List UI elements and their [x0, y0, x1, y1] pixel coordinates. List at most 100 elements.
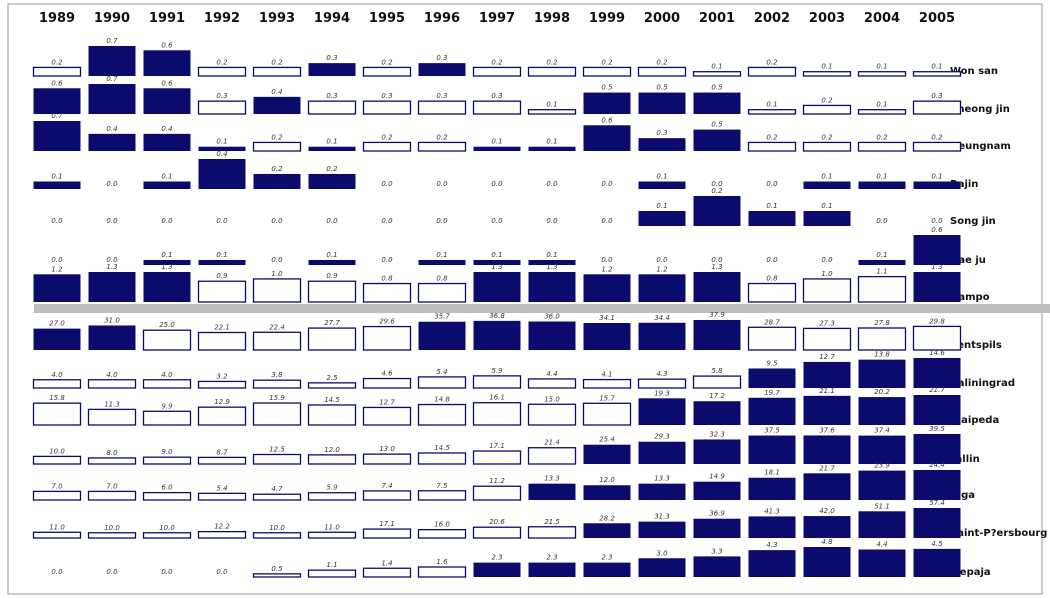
- bar: [197, 530, 247, 539]
- bar: [418, 321, 466, 350]
- value-label: 19.3: [654, 389, 670, 397]
- value-label: 0.1: [326, 251, 337, 259]
- value-label: 0.4: [271, 88, 282, 96]
- bar: [748, 397, 796, 425]
- value-label: 0.0: [601, 256, 613, 264]
- bar: [638, 92, 686, 114]
- bar: [747, 141, 797, 152]
- value-label: 4.3: [656, 370, 667, 378]
- value-label: 12.7: [379, 398, 395, 406]
- value-label: 0.1: [821, 173, 832, 181]
- value-label: 14.5: [434, 444, 450, 452]
- value-label: 22.4: [269, 323, 285, 331]
- bar: [637, 378, 687, 389]
- year-label: 2003: [809, 11, 845, 26]
- group-divider: [34, 304, 1050, 313]
- value-label: 0.2: [601, 58, 613, 66]
- value-label: 10.0: [269, 524, 285, 532]
- value-label: 36.9: [709, 510, 725, 518]
- value-label: 4.8: [821, 538, 833, 546]
- value-label: 1.2: [601, 265, 613, 273]
- bar: [473, 272, 521, 302]
- bar: [583, 92, 631, 114]
- bar: [198, 260, 246, 265]
- value-label: 0.0: [656, 256, 668, 264]
- bar: [362, 66, 412, 77]
- bar: [913, 181, 961, 189]
- bar: [802, 327, 852, 351]
- year-label: 1997: [479, 11, 515, 26]
- value-label: 0.1: [491, 138, 502, 146]
- bar: [803, 395, 851, 425]
- value-label: 21.7: [929, 386, 945, 394]
- bar: [638, 398, 686, 425]
- bar: [527, 378, 577, 389]
- bar: [857, 275, 907, 303]
- value-label: 0.3: [326, 92, 337, 100]
- value-label: 1.3: [106, 263, 117, 271]
- value-label: 0.2: [271, 58, 283, 66]
- value-label: 11.0: [49, 523, 65, 531]
- value-label: 0.6: [161, 41, 173, 49]
- value-label: 0.5: [711, 121, 723, 129]
- value-label: 0.1: [546, 101, 557, 109]
- value-label: 24.4: [929, 461, 945, 469]
- bar: [748, 368, 796, 388]
- value-label: 0.0: [51, 256, 63, 264]
- value-label: 4.1: [601, 371, 612, 379]
- value-label: 32.3: [709, 430, 725, 438]
- value-label: 0.1: [931, 63, 942, 71]
- value-label: 0.0: [546, 180, 558, 188]
- value-label: 0.8: [381, 275, 393, 283]
- bar: [803, 211, 851, 226]
- value-label: 4.4: [876, 541, 887, 549]
- value-label: 0.0: [51, 568, 63, 576]
- value-label: 0.1: [656, 202, 667, 210]
- bar: [362, 100, 412, 115]
- value-label: 0.1: [876, 101, 887, 109]
- value-label: 11.2: [489, 477, 505, 485]
- year-label: 2005: [919, 11, 955, 26]
- value-label: 0.3: [381, 92, 392, 100]
- value-label: 4.4: [546, 370, 557, 378]
- bar: [912, 141, 962, 152]
- bar: [473, 320, 521, 350]
- bar: [142, 491, 192, 501]
- value-label: 7.5: [436, 482, 448, 490]
- port-label: Song jin: [950, 216, 996, 227]
- bar: [913, 434, 961, 464]
- bar: [197, 280, 247, 303]
- value-label: 25.4: [599, 436, 615, 444]
- bar: [33, 328, 81, 350]
- year-label: 2001: [699, 11, 735, 26]
- bar: [307, 492, 357, 501]
- value-label: 0.8: [436, 275, 448, 283]
- value-label: 0.0: [601, 217, 613, 225]
- value-label: 0.2: [491, 58, 503, 66]
- bar: [693, 481, 741, 500]
- bar: [142, 532, 192, 539]
- value-label: 1.6: [436, 558, 448, 566]
- bar: [693, 439, 741, 464]
- bar: [253, 96, 301, 114]
- bar: [583, 444, 631, 464]
- value-label: 0.1: [161, 251, 172, 259]
- value-label: 0.2: [381, 58, 393, 66]
- value-label: 15.0: [544, 395, 560, 403]
- value-label: 21.1: [819, 387, 835, 395]
- value-label: 0.3: [326, 54, 337, 62]
- bar: [252, 402, 302, 426]
- value-label: 0.2: [821, 133, 833, 141]
- value-label: 0.1: [876, 63, 887, 71]
- bar: [638, 322, 686, 350]
- bar: [693, 320, 741, 350]
- value-label: 2.3: [491, 554, 502, 562]
- value-label: 5.4: [216, 484, 227, 492]
- value-label: 0.0: [491, 217, 503, 225]
- value-label: 1.3: [931, 263, 942, 271]
- bar: [308, 260, 356, 265]
- bar: [362, 282, 412, 303]
- value-label: 0.1: [876, 251, 887, 259]
- value-label: 14.8: [434, 396, 450, 404]
- bar: [528, 146, 576, 151]
